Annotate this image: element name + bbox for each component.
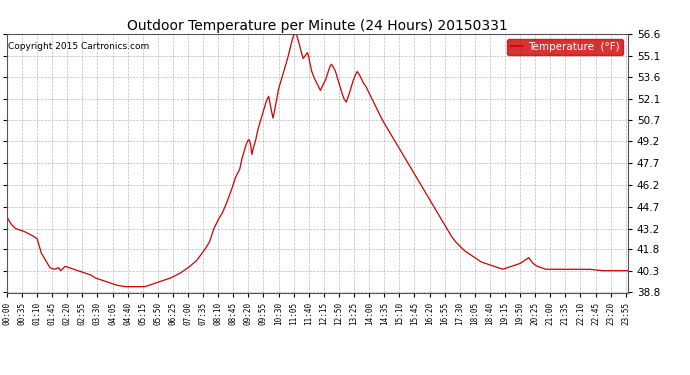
Title: Outdoor Temperature per Minute (24 Hours) 20150331: Outdoor Temperature per Minute (24 Hours… bbox=[127, 19, 508, 33]
Legend: Temperature  (°F): Temperature (°F) bbox=[507, 39, 622, 55]
Text: Copyright 2015 Cartronics.com: Copyright 2015 Cartronics.com bbox=[8, 42, 150, 51]
